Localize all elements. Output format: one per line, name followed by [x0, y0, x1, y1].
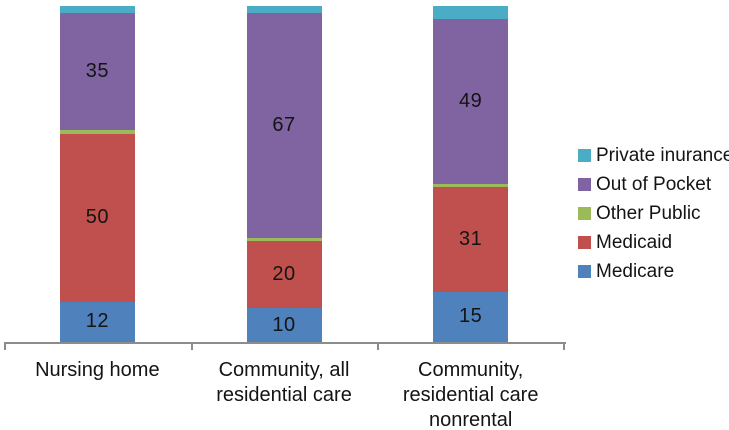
legend-swatch-other-public [578, 207, 591, 220]
legend-label: Private inurance [596, 144, 729, 166]
bar-segment-other-public [433, 184, 509, 188]
legend-item-other-public: Other Public [578, 199, 729, 228]
data-label: 49 [459, 90, 483, 113]
data-label: 20 [272, 263, 296, 286]
bar-segment-medicaid: 31 [433, 187, 509, 292]
bar-segment-out-of-pocket: 35 [59, 12, 135, 131]
legend: Private inurance Out of Pocket Other Publi… [578, 141, 729, 286]
data-label: 12 [85, 310, 109, 333]
data-label: 50 [85, 206, 109, 229]
legend-item-medicare: Medicare [578, 257, 729, 286]
legend-label: Medicare [596, 260, 675, 282]
bar-segment-other-public [246, 237, 322, 242]
legend-swatch-private-inurance [578, 149, 591, 162]
legend-item-private-inurance: Private inurance [578, 141, 729, 170]
bar-segment-medicare: 10 [246, 308, 322, 342]
legend-label: Other Public [596, 202, 701, 224]
x-axis-tick [4, 342, 6, 350]
x-axis-tick [190, 342, 193, 350]
data-label: 67 [272, 113, 296, 136]
data-label: 10 [272, 313, 296, 336]
legend-swatch-medicaid [578, 236, 591, 249]
bar-segment-private-inurance [433, 6, 509, 20]
category-label: Community, all residential care [216, 359, 352, 406]
category-label: Nursing home [35, 359, 160, 381]
bar-segment-out-of-pocket: 49 [433, 19, 509, 185]
data-label: 35 [85, 60, 109, 83]
legend-swatch-out-of-pocket [578, 178, 591, 191]
legend-label: Out of Pocket [596, 173, 712, 195]
category-label: Community, residential care nonrental [402, 359, 539, 430]
bar-segment-other-public [59, 130, 135, 134]
legend-swatch-medicare [578, 265, 591, 278]
x-axis-tick [563, 342, 565, 350]
data-label: 15 [459, 305, 483, 328]
bar-segment-out-of-pocket: 67 [246, 12, 322, 238]
data-label: 31 [459, 228, 483, 251]
bar-segment-medicare: 15 [433, 291, 509, 342]
x-axis-line [4, 342, 566, 344]
x-axis-tick [377, 342, 380, 350]
bar-segment-private-inurance [59, 6, 135, 13]
bar-segment-medicaid: 20 [246, 241, 322, 309]
legend-item-medicaid: Medicaid [578, 228, 729, 257]
bar-segment-medicaid: 50 [59, 133, 135, 302]
legend-item-out-of-pocket: Out of Pocket [578, 170, 729, 199]
legend-label: Medicaid [596, 231, 673, 253]
bar-segment-private-inurance [246, 6, 322, 13]
bar-segment-medicare: 12 [59, 301, 135, 342]
